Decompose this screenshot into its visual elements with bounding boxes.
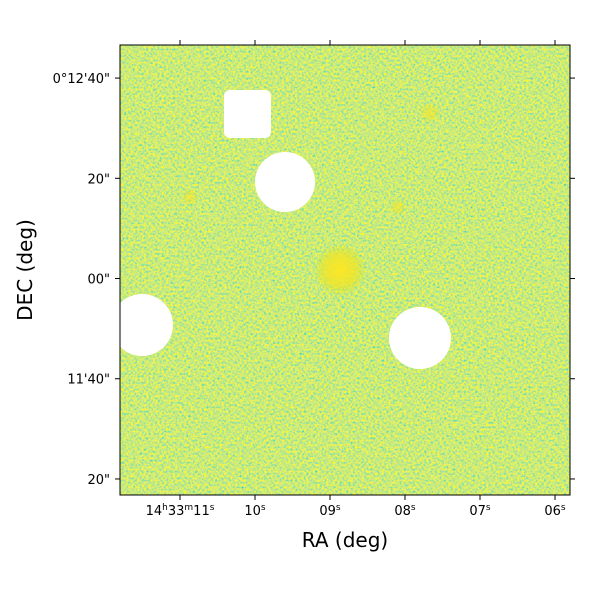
y-tick-label: 20" (87, 473, 110, 488)
x-tick-label: 08s (394, 503, 416, 519)
x-axis-label: RA (deg) (302, 528, 388, 552)
mask (120, 294, 173, 356)
x-tick-label: 06s (544, 503, 566, 519)
source (182, 189, 198, 205)
source (390, 199, 406, 215)
x-tick-label: 14h33m11s (146, 503, 215, 519)
y-tick-label: 20" (87, 172, 110, 187)
y-tick-label: 11'40" (67, 373, 110, 388)
x-tick-label: 10s (244, 503, 266, 519)
image (120, 45, 570, 495)
source (314, 244, 366, 296)
x-tick-label: 09s (319, 503, 341, 519)
y-tick-label: 00" (87, 273, 110, 288)
source (420, 103, 440, 123)
y-tick-label: 0°12'40" (53, 72, 110, 87)
mask (255, 152, 315, 212)
x-tick-label: 07s (469, 503, 491, 519)
y-axis-label: DEC (deg) (13, 219, 37, 321)
mask (224, 90, 271, 138)
plot-frame (119, 44, 571, 496)
mask (389, 307, 451, 369)
